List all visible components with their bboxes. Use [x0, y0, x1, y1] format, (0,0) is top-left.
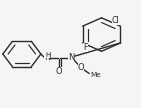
Text: Me: Me [90, 71, 101, 78]
Text: O: O [56, 67, 62, 76]
Text: F: F [83, 43, 88, 52]
Text: H: H [45, 52, 50, 58]
Text: N: N [68, 53, 74, 62]
Text: Cl: Cl [112, 16, 120, 25]
Text: N: N [44, 53, 50, 62]
Text: O: O [78, 63, 84, 72]
